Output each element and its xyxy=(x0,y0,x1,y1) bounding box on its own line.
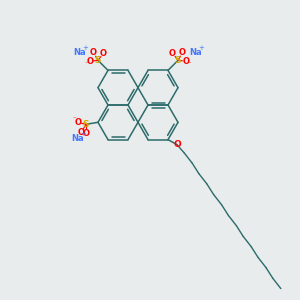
Text: S: S xyxy=(83,120,89,129)
Text: O: O xyxy=(82,129,89,138)
Text: ⁻: ⁻ xyxy=(85,61,89,67)
Text: Na: Na xyxy=(72,134,84,143)
Text: O: O xyxy=(100,49,107,58)
Text: +: + xyxy=(82,45,88,51)
Text: +: + xyxy=(80,131,86,137)
Text: +: + xyxy=(198,45,204,51)
Text: O: O xyxy=(90,48,97,57)
Text: O: O xyxy=(183,57,190,66)
Text: ⁻: ⁻ xyxy=(73,116,77,122)
Text: O: O xyxy=(179,48,186,57)
Text: Na: Na xyxy=(74,48,86,57)
Text: S: S xyxy=(175,56,181,65)
Text: ⁻: ⁻ xyxy=(187,61,191,67)
Text: Na: Na xyxy=(190,48,202,57)
Text: S: S xyxy=(95,56,101,65)
Text: O: O xyxy=(173,140,181,149)
Text: O: O xyxy=(78,128,85,136)
Text: O: O xyxy=(74,118,81,127)
Text: O: O xyxy=(86,57,93,66)
Text: O: O xyxy=(169,49,176,58)
